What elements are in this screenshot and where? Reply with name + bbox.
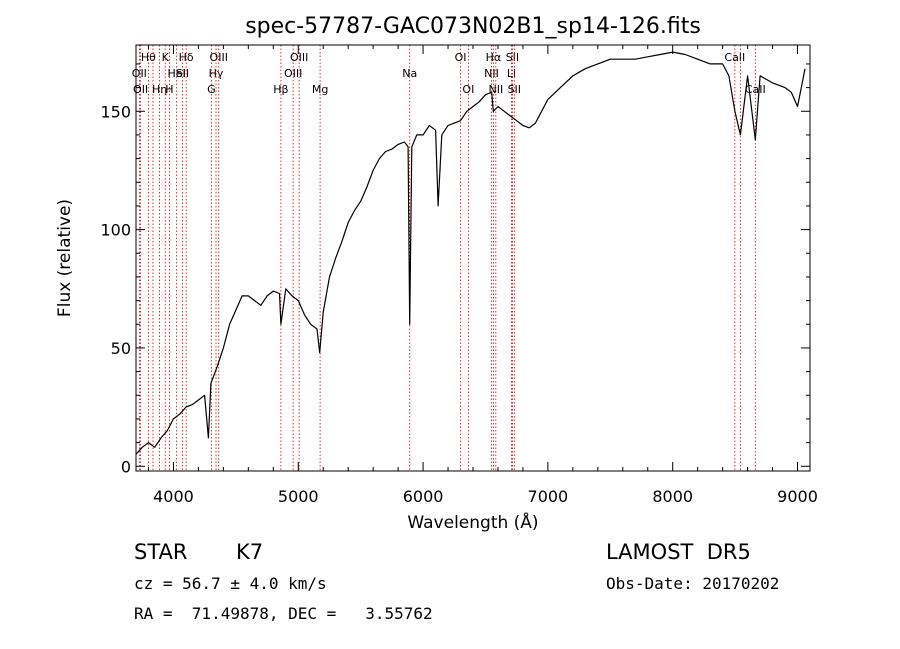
coordinates: RA = 71.49878, DEC = 3.55762 [134, 604, 433, 623]
y-tick-label-0: 0 [121, 457, 131, 476]
spectral-line-label-17: Na [402, 67, 417, 80]
x-tick-label-4: 8000 [652, 487, 693, 506]
object-type: STAR [134, 540, 187, 564]
spectral-line-label-23: Li [507, 67, 516, 80]
x-axis-label: Wavelength (Å) [407, 511, 538, 533]
spectral-line-markers: Hθ Hη K H HeI Hδ SII OII OII G Hγ OIII Hβ OIII OIII Mg N… [132, 45, 766, 471]
y-axis: 0 50 100 150 [100, 63, 810, 476]
spectral-line-label-10: G [207, 83, 216, 96]
x-tick-label-5: 9000 [777, 487, 818, 506]
spectral-line-label-11: Hγ [209, 67, 224, 80]
spectral-line-label-4: H [165, 83, 173, 96]
spectral-line-label-19: OI [462, 83, 474, 96]
plot-frame [135, 44, 811, 472]
y-tick-label-3: 150 [100, 102, 131, 121]
spectral-line-label-15: OIII [290, 51, 308, 64]
y-tick-label-1: 50 [111, 339, 131, 358]
spectral-line-label-28: CaII [745, 83, 766, 96]
spectral-line-label-3: K [162, 51, 170, 64]
spectral-line-label-18: OI [455, 51, 467, 64]
spectral-line-label-12: OIII [210, 51, 228, 64]
spectrum-series [135, 51, 806, 455]
x-tick-label-0: 4000 [153, 487, 194, 506]
object-subclass: K7 [236, 540, 263, 564]
chart-title: spec-57787-GAC073N02B1_sp14-126.fits [245, 14, 701, 39]
spectral-line-label-25: SII [508, 83, 521, 96]
spectral-line-label-5: HeI [168, 67, 186, 80]
spectral-line-label-0: Hθ [141, 51, 156, 64]
spectral-line-label-22: NII [488, 83, 503, 96]
x-tick-label-3: 7000 [528, 487, 569, 506]
spectral-line-label-21: Hα [486, 51, 502, 64]
spectral-line-label-2: Hη [152, 83, 167, 96]
spectral-line-label-8: OII [132, 67, 147, 80]
y-axis-label: Flux (relative) [55, 199, 75, 317]
spectral-line-label-6: Hδ [179, 51, 194, 64]
spectral-line-label-13: Hβ [273, 83, 288, 96]
x-tick-label-1: 5000 [278, 487, 319, 506]
spectral-line-label-16: Mg [312, 83, 328, 96]
y-tick-label-2: 100 [100, 221, 131, 240]
spectrum-line-0 [135, 51, 806, 455]
spectral-line-label-14: OIII [284, 67, 302, 80]
x-tick-label-2: 6000 [403, 487, 444, 506]
spectral-line-label-24: SII [506, 51, 519, 64]
spectral-line-label-7: SII [176, 67, 189, 80]
spectral-line-label-9: OII [133, 83, 148, 96]
spectral-line-label-26: CaII [724, 51, 745, 64]
survey-name: LAMOST DR5 [606, 540, 751, 564]
spectral-line-label-20: NII [484, 67, 499, 80]
redshift-cz: cz = 56.7 ± 4.0 km/s [134, 574, 327, 593]
observation-date: Obs-Date: 20170202 [606, 574, 779, 593]
x-axis: 4000 5000 6000 7000 8000 9000 [147, 45, 818, 506]
